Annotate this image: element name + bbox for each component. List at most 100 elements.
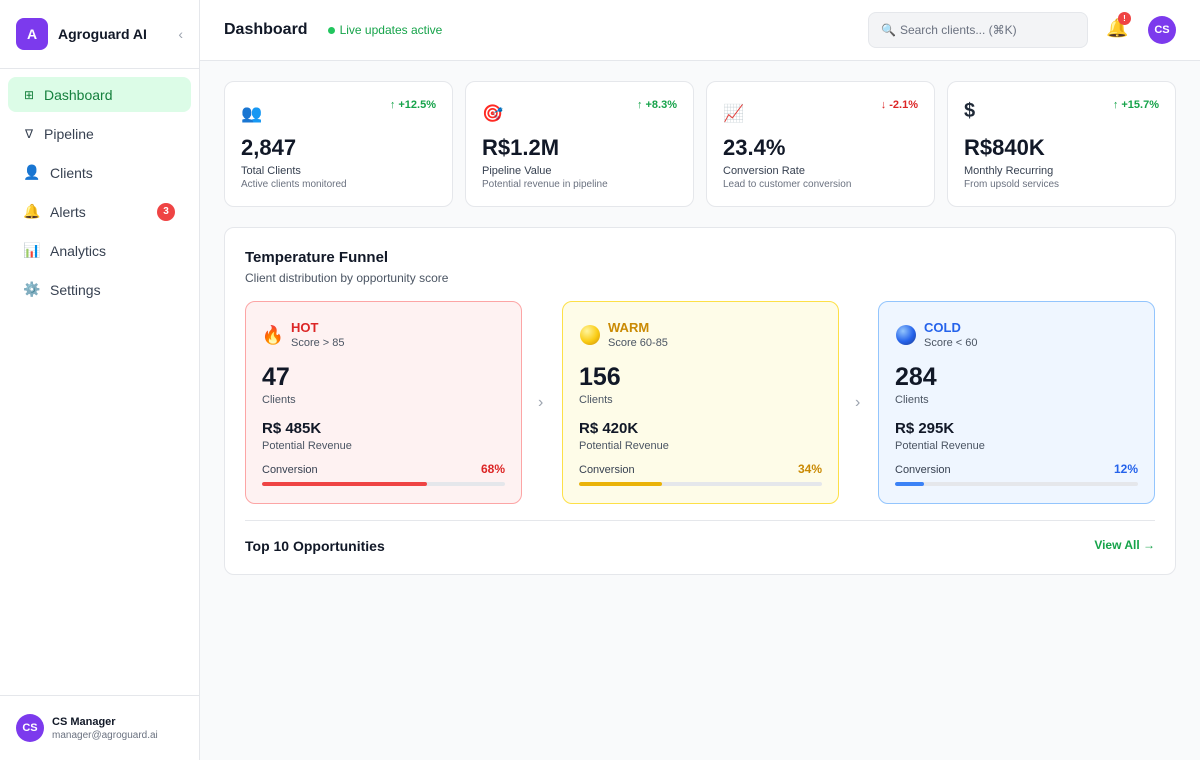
users-icon: 👥 — [241, 104, 263, 123]
yellow-circle-icon — [579, 324, 601, 346]
panel-title: Temperature Funnel — [245, 249, 389, 266]
sidebar-item-label: Pipeline — [44, 125, 94, 142]
user-name: CS Manager — [52, 715, 116, 728]
panel-subtitle: Client distribution by opportunity score — [245, 271, 449, 285]
stat-subtext: Potential revenue in pipeline — [482, 179, 608, 190]
stat-value: R$1.2M — [482, 135, 560, 160]
stat-label: Monthly Recurring — [964, 165, 1054, 177]
tier-revenue-label: Potential Revenue — [579, 440, 669, 452]
conversion-percent: 34% — [797, 462, 822, 476]
sidebar: A Agroguard AI ‹ ⊞ Dashboard ∇ Pipeline … — [0, 0, 200, 760]
tier-count: 156 — [579, 363, 621, 391]
tier-range: Score > 85 — [291, 337, 345, 349]
grid-icon: ⊞ — [23, 87, 35, 102]
conversion-label: Conversion — [895, 464, 951, 476]
funnel-card-warm[interactable]: WARM Score 60-85 156 Clients R$ 420K Pot… — [562, 301, 839, 504]
stat-value: R$840K — [964, 135, 1045, 160]
sidebar-item-settings[interactable]: ⚙️ Settings — [8, 272, 191, 307]
tier-revenue-label: Potential Revenue — [895, 440, 985, 452]
conversion-bar — [262, 482, 505, 486]
sidebar-nav: ⊞ Dashboard ∇ Pipeline 👤 Clients 🔔 Alert… — [0, 69, 199, 319]
notification-badge: ! — [1118, 12, 1131, 25]
conversion-bar — [895, 482, 1138, 486]
tier-revenue-label: Potential Revenue — [262, 440, 352, 452]
tier-revenue: R$ 420K — [579, 420, 639, 437]
tier-revenue: R$ 295K — [895, 420, 955, 437]
header-avatar[interactable]: CS — [1148, 16, 1176, 44]
sidebar-item-clients[interactable]: 👤 Clients — [8, 155, 191, 190]
gear-icon: ⚙️ — [23, 281, 41, 297]
avatar: CS — [16, 714, 44, 742]
target-icon: 🎯 — [482, 104, 504, 123]
brand-name: Agroguard AI — [58, 26, 147, 42]
notifications-button[interactable]: 🔔 ! — [1106, 12, 1131, 38]
search-input[interactable] — [899, 23, 1070, 37]
funnel-icon: ∇ — [24, 126, 34, 141]
stat-value: 23.4% — [723, 135, 786, 160]
user-profile[interactable]: CS CS Manager manager@agroguard.ai — [0, 695, 199, 760]
stat-card-pipeline-value: 🎯 ↑ +8.3% R$1.2M Pipeline Value Potentia… — [465, 81, 694, 207]
conversion-bar-fill — [895, 482, 925, 486]
stat-card-conversion-rate: 📈 ↓ -2.1% 23.4% Conversion Rate Lead to … — [706, 81, 935, 207]
stat-value: 2,847 — [241, 135, 297, 160]
stat-change: ↑ +8.3% — [636, 99, 677, 111]
bell-icon: 🔔 — [23, 203, 41, 219]
stat-change: ↓ -2.1% — [880, 99, 918, 111]
stat-card-monthly-recurring: $ ↑ +15.7% R$840K Monthly Recurring From… — [947, 81, 1176, 207]
search-icon: 🔍 — [881, 23, 896, 37]
tier-count: 284 — [895, 363, 937, 391]
bar-chart-icon: 📊 — [23, 242, 41, 258]
tier-count-label: Clients — [262, 394, 296, 406]
stat-subtext: Lead to customer conversion — [723, 179, 852, 190]
conversion-label: Conversion — [579, 464, 635, 476]
dollar-icon: $ — [964, 100, 976, 122]
trend-chart-icon: 📈 — [723, 104, 745, 123]
sidebar-item-label: Settings — [50, 281, 101, 298]
live-dot-icon — [327, 26, 335, 34]
funnel-card-hot[interactable]: 🔥 HOT Score > 85 47 Clients R$ 485K Pote… — [245, 301, 522, 504]
tier-name: COLD — [924, 320, 961, 335]
brand-logo: A — [16, 18, 48, 50]
stat-change: ↑ +15.7% — [1112, 99, 1159, 111]
user-icon: 👤 — [23, 164, 41, 180]
brand-header: A Agroguard AI ‹ — [0, 0, 199, 69]
conversion-bar-fill — [262, 482, 428, 486]
tier-name: HOT — [291, 320, 319, 335]
tier-range: Score < 60 — [924, 337, 978, 349]
stat-label: Total Clients — [241, 165, 301, 177]
sidebar-item-dashboard[interactable]: ⊞ Dashboard — [8, 77, 191, 112]
alerts-count-badge: 3 — [157, 202, 175, 221]
tier-count-label: Clients — [579, 394, 613, 406]
stat-label: Conversion Rate — [723, 165, 805, 177]
sidebar-item-pipeline[interactable]: ∇ Pipeline — [8, 116, 191, 151]
live-status: Live updates active — [327, 23, 443, 37]
tier-name: WARM — [608, 320, 650, 335]
conversion-bar-fill — [579, 482, 662, 486]
blue-circle-icon — [895, 324, 917, 346]
section-title-opportunities: Top 10 Opportunities — [245, 538, 385, 554]
live-status-text: Live updates active — [339, 23, 443, 37]
funnel-card-cold[interactable]: COLD Score < 60 284 Clients R$ 295K Pote… — [878, 301, 1155, 504]
conversion-percent: 12% — [1113, 462, 1138, 476]
sidebar-item-label: Dashboard — [44, 86, 113, 103]
chevron-right-icon: › — [538, 394, 544, 411]
stat-label: Pipeline Value — [482, 165, 552, 177]
sidebar-item-label: Analytics — [50, 242, 107, 259]
tier-count: 47 — [262, 363, 290, 391]
fire-icon: 🔥 — [261, 324, 285, 345]
tier-revenue: R$ 485K — [262, 420, 322, 437]
conversion-percent: 68% — [480, 462, 505, 476]
stat-change: ↑ +12.5% — [389, 99, 436, 111]
collapse-sidebar-icon[interactable]: ‹ — [178, 26, 183, 42]
sidebar-item-analytics[interactable]: 📊 Analytics — [8, 233, 191, 268]
user-info: CS Manager manager@agroguard.ai — [52, 716, 158, 741]
search-box[interactable]: 🔍 — [868, 12, 1088, 48]
conversion-bar — [579, 482, 822, 486]
top-header: Dashboard Live updates active 🔍 🔔 ! CS — [200, 0, 1200, 61]
view-all-link[interactable]: View All → — [1094, 538, 1155, 552]
user-email: manager@agroguard.ai — [52, 729, 158, 741]
sidebar-item-alerts[interactable]: 🔔 Alerts 3 — [8, 194, 191, 229]
temperature-funnel-panel: Temperature Funnel Client distribution b… — [224, 227, 1176, 575]
chevron-right-icon: › — [855, 394, 861, 411]
sidebar-item-label: Clients — [50, 164, 93, 181]
